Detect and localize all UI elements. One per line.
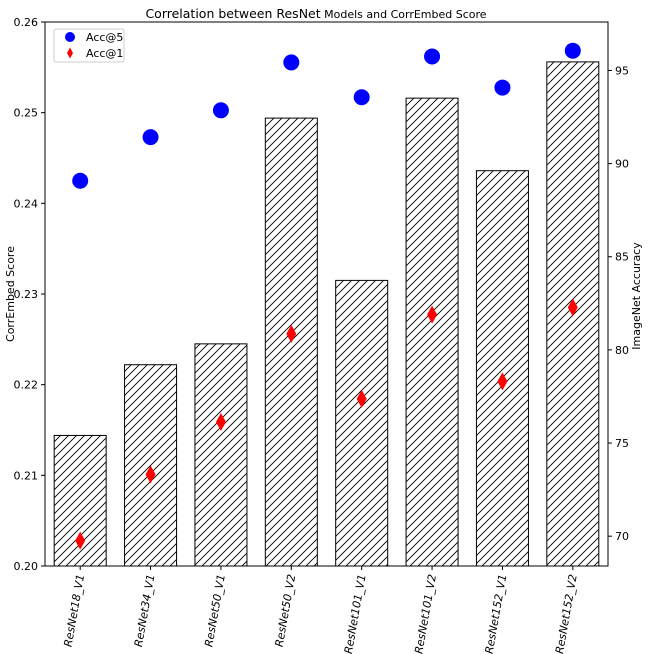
x-tick-label: ResNet152_V2 [553,573,580,654]
acc1-point [427,305,438,324]
left-tick-label: 0.23 [14,288,39,301]
right-tick-label: 75 [615,437,629,450]
right-tick-label: 80 [615,344,629,357]
bar [335,279,389,567]
x-tick-label: ResNet152_V1 [483,573,510,654]
acc5-markers-group [72,42,581,189]
acc1-point [497,372,508,391]
acc5-point [564,42,581,59]
left-tick-label: 0.24 [14,197,39,210]
legend-acc1-marker [67,47,73,59]
x-tick-label: ResNet101_V1 [342,573,369,654]
acc5-point [72,172,89,189]
acc5-point [424,48,441,65]
acc5-point [353,89,370,106]
acc1-point [215,412,226,431]
right-tick-label: 90 [615,158,629,171]
x-axis: ResNet18_V1 ResNet34_V1 ResNet50_V1 ResNet5… [62,566,580,654]
acc5-point [283,54,300,71]
acc1-point [356,389,367,408]
legend-acc1-label: Acc@1 [86,47,123,60]
acc1-point [286,324,297,343]
x-tick-label: ResNet18_V1 [62,573,88,648]
chart-title: Correlation between ResNet Models and Co… [145,6,486,21]
left-axis-label: CorrEmbed Score [4,246,17,342]
x-tick-label: ResNet50_V2 [273,573,299,648]
acc5-point [142,129,159,146]
right-tick-label: 85 [615,251,629,264]
bar [194,343,248,567]
x-tick-label: ResNet34_V1 [132,573,158,648]
acc5-point [494,79,511,96]
left-tick-label: 0.20 [14,560,39,573]
x-tick-label: ResNet50_V1 [202,573,228,648]
legend: Acc@5 Acc@1 [53,28,125,63]
left-tick-label: 0.25 [14,107,39,120]
right-tick-label: 70 [615,530,629,543]
legend-acc5-label: Acc@5 [86,31,123,44]
right-axis: 70 75 80 85 90 95 [608,64,629,543]
x-tick-label: ResNet101_V2 [412,573,439,654]
acc1-markers-group [75,298,578,550]
bar [124,364,178,567]
left-tick-label: 0.21 [14,469,39,482]
acc5-point [212,102,229,119]
legend-acc5-marker [65,32,75,42]
acc1-point [75,531,86,550]
left-axis: 0.20 0.21 0.22 0.23 0.24 0.25 0.26 [14,16,45,573]
bar [475,170,529,567]
left-tick-label: 0.22 [14,379,39,392]
bars-group [53,61,600,567]
left-tick-label: 0.26 [14,16,39,29]
right-tick-label: 95 [615,64,629,77]
right-axis-label: ImageNet Accuracy [630,242,643,350]
acc1-point [567,298,578,317]
bar [405,97,459,567]
acc1-point [145,465,156,484]
